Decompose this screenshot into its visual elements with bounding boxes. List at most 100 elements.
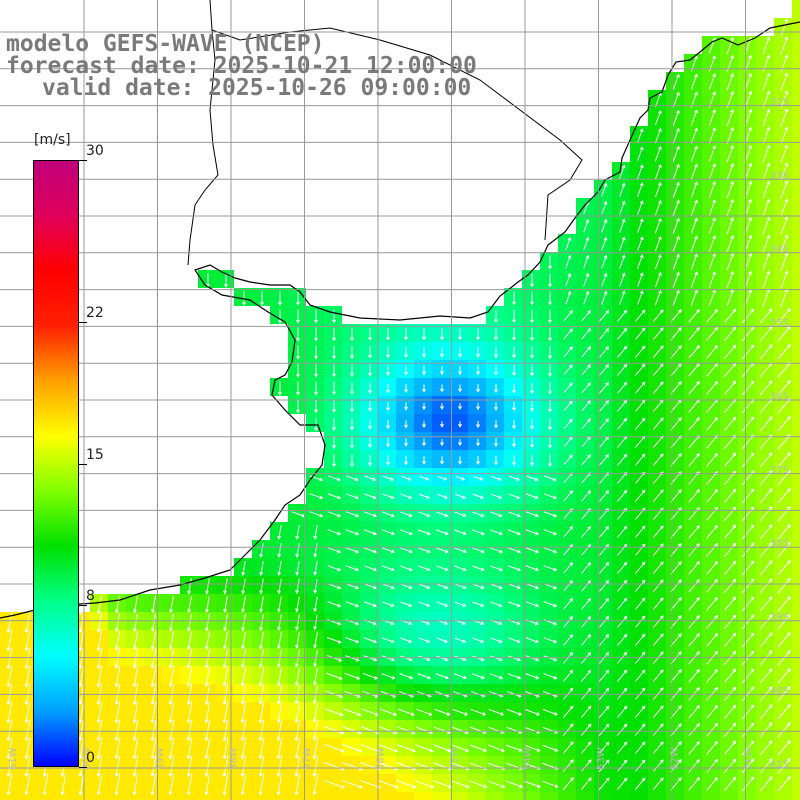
wind-arrow (741, 758, 755, 774)
wind-arrowhead (391, 531, 395, 536)
wind-arrow (563, 472, 573, 484)
wind-arrowhead (313, 663, 317, 668)
wind-speed-cell (648, 90, 666, 108)
wind-arrowhead (204, 682, 209, 687)
wind-arrow (314, 632, 318, 648)
wind-arrowhead (278, 392, 282, 396)
wind-arrow (417, 529, 431, 535)
wind-arrow (7, 629, 13, 651)
wind-speed-cell (108, 630, 126, 648)
wind-speed-cell (234, 684, 252, 702)
wind-arrowhead (603, 236, 608, 241)
wind-speed-cell (288, 738, 306, 756)
wind-speed-cell (468, 378, 486, 396)
wind-arrowhead (313, 589, 318, 594)
wind-speed-cell (630, 288, 648, 306)
wind-arrowhead (404, 371, 408, 376)
wind-arrowhead (768, 470, 773, 475)
wind-speed-cell (324, 360, 342, 378)
wind-speed-cell (756, 288, 774, 306)
wind-speed-cell (540, 558, 558, 576)
wind-arrow (654, 182, 662, 198)
wind-arrow (581, 580, 591, 592)
wind-speed-cell (594, 432, 612, 450)
wind-arrow (652, 669, 664, 683)
wind-speed-cell (414, 540, 432, 558)
wind-arrowhead (241, 572, 246, 576)
wind-arrow (115, 773, 121, 795)
wind-speed-cell (720, 432, 738, 450)
wind-arrowhead (639, 236, 644, 241)
wind-speed-cell (612, 180, 630, 198)
wind-arrow (563, 670, 573, 682)
wind-speed-cell (666, 684, 684, 702)
wind-speed-cell (522, 720, 540, 738)
wind-arrowhead (150, 773, 155, 778)
wind-arrowhead (732, 722, 737, 727)
wind-speed-cell (504, 450, 522, 468)
wind-arrow (25, 755, 31, 777)
wind-speed-cell (396, 468, 414, 486)
wind-speed-cell (540, 252, 558, 270)
wind-arrowhead (332, 391, 336, 396)
wind-speed-cell (468, 450, 486, 468)
wind-speed-cell (216, 666, 234, 684)
wind-speed-cell (702, 180, 720, 198)
wind-arrow (599, 310, 609, 322)
wind-arrow (777, 380, 791, 396)
wind-speed-cell (774, 666, 792, 684)
wind-speed-cell (342, 576, 360, 594)
wind-arrowhead (603, 200, 608, 205)
wind-arrowhead (338, 676, 343, 680)
wind-speed-cell (756, 684, 774, 702)
wind-speed-cell (270, 702, 288, 720)
lat-label: 38S (770, 539, 789, 550)
wind-speed-cell (414, 504, 432, 522)
wind-arrowhead (750, 380, 755, 385)
wind-arrow (241, 666, 247, 686)
wind-speed-cell (468, 630, 486, 648)
wind-arrowhead (768, 524, 773, 529)
wind-arrowhead (605, 327, 610, 332)
wind-speed-cell (522, 558, 540, 576)
wind-arrow (652, 399, 664, 413)
wind-arrow (652, 741, 664, 755)
wind-arrowhead (222, 755, 227, 760)
wind-arrowhead (730, 126, 735, 131)
wind-speed-cell (252, 594, 270, 612)
wind-arrow (690, 146, 698, 162)
wind-speed-cell (702, 558, 720, 576)
wind-speed-cell (522, 342, 540, 360)
wind-arrowhead (356, 676, 361, 680)
wind-speed-cell (252, 774, 270, 792)
wind-arrowhead (570, 759, 574, 763)
wind-arrow (187, 613, 193, 631)
wind-speed-cell (540, 342, 558, 360)
wind-speed-cell (504, 414, 522, 432)
wind-speed-cell (558, 288, 576, 306)
wind-speed-cell (486, 720, 504, 738)
wind-arrow (599, 418, 609, 430)
wind-speed-cell (630, 216, 648, 234)
wind-arrowhead (186, 737, 191, 742)
wind-arrow (654, 290, 662, 306)
wind-speed-cell (90, 792, 108, 800)
wind-arrowhead (458, 354, 462, 358)
wind-arrow (452, 708, 468, 716)
wind-arrowhead (132, 719, 137, 724)
wind-arrowhead (641, 345, 646, 350)
wind-arrowhead (750, 596, 755, 601)
wind-speed-cell (576, 432, 594, 450)
wind-speed-cell (558, 630, 576, 648)
wind-arrowhead (696, 380, 700, 385)
wind-speed-cell (324, 414, 342, 432)
wind-arrowhead (444, 585, 449, 590)
wind-arrowhead (276, 755, 281, 760)
wind-arrowhead (480, 531, 485, 536)
wind-arrowhead (535, 657, 540, 662)
wind-speed-cell (306, 468, 324, 486)
wind-arrow (724, 561, 736, 575)
wind-arrow (619, 273, 625, 287)
wind-speed-cell (792, 324, 800, 342)
